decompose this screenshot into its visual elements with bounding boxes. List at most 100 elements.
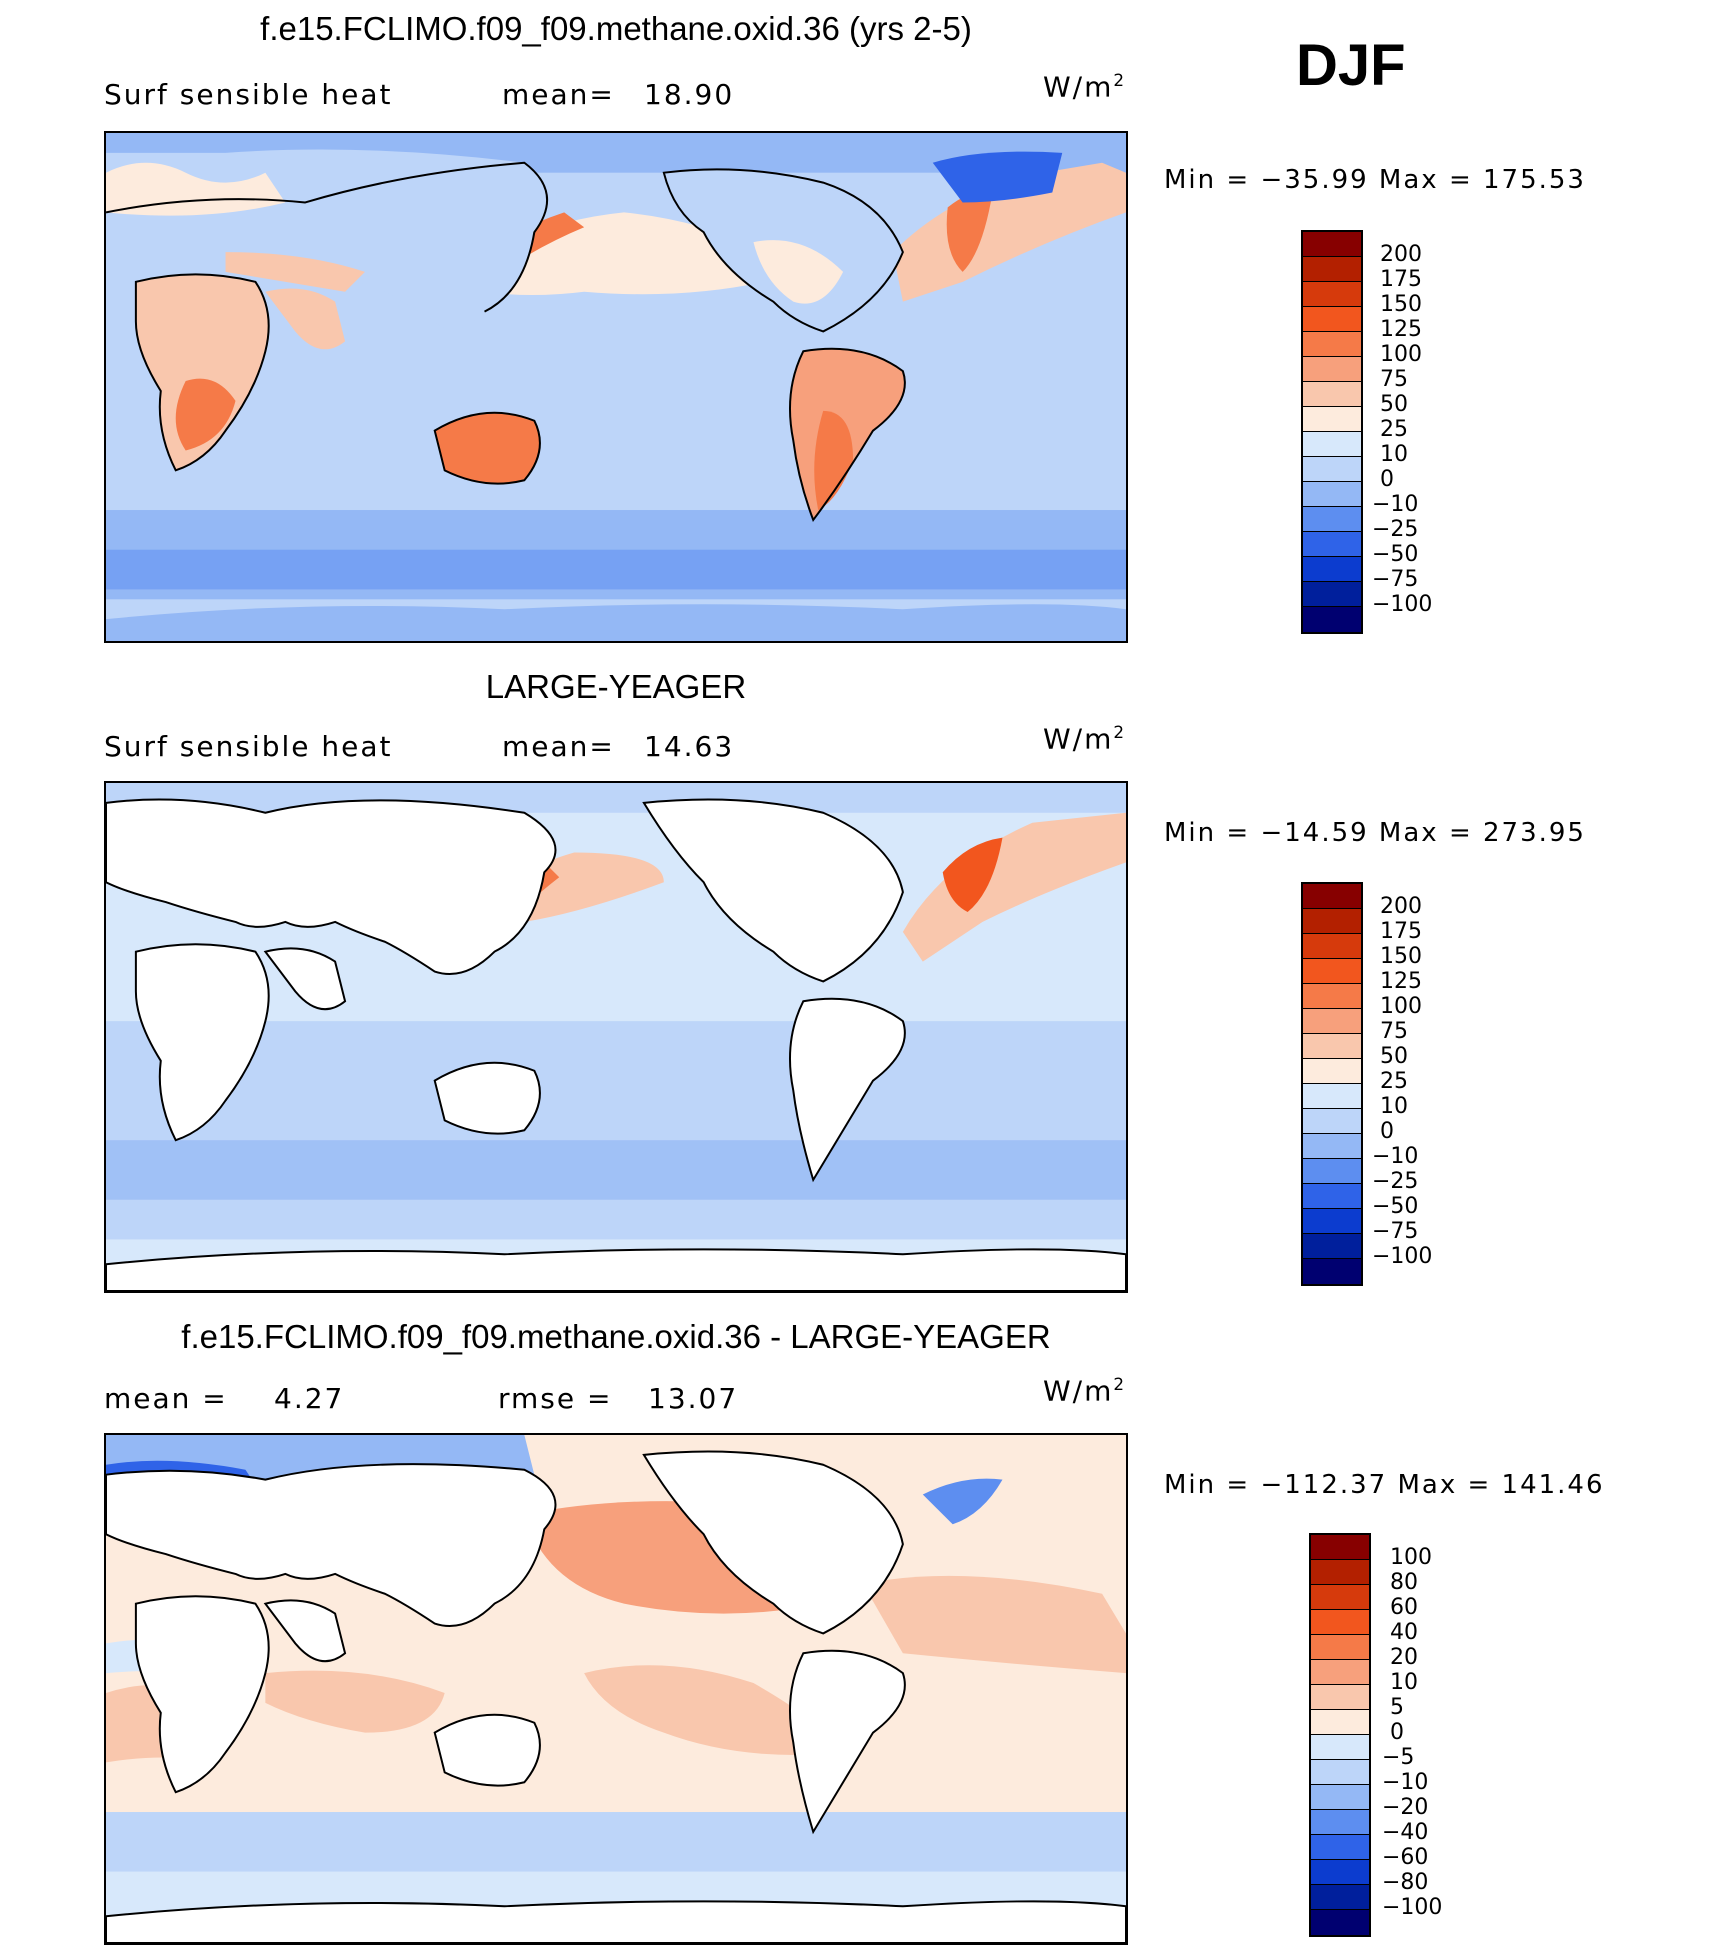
colorbar-label: 175 (1380, 267, 1422, 292)
colorbar-label: 0 (1380, 467, 1394, 492)
panel-1-mean-value: 18.90 (644, 78, 735, 111)
colorbar-swatch (1303, 984, 1361, 1009)
colorbar-label: −100 (1372, 1244, 1433, 1269)
colorbar-label: 100 (1380, 342, 1422, 367)
panel-2-variable: Surf sensible heat (104, 730, 393, 763)
colorbar-label: 40 (1390, 1620, 1418, 1645)
colorbar-label: 10 (1390, 1670, 1418, 1695)
colorbar-label: 100 (1380, 994, 1422, 1019)
colorbar-swatch (1311, 1760, 1369, 1785)
colorbar-label: 150 (1380, 944, 1422, 969)
colorbar-label: −20 (1382, 1795, 1429, 1820)
panel-1-map (104, 131, 1128, 643)
colorbar-swatch (1303, 407, 1361, 432)
colorbar-swatch (1311, 1710, 1369, 1735)
colorbar-swatch (1303, 1134, 1361, 1159)
colorbar-swatch (1303, 257, 1361, 282)
colorbar-swatch (1303, 1109, 1361, 1134)
colorbar-label: −60 (1382, 1845, 1429, 1870)
colorbar-label: 50 (1380, 1044, 1408, 1069)
panel-2-map-svg (106, 783, 1126, 1291)
colorbar-label: −50 (1372, 1194, 1419, 1219)
panel-3-rmse-label: rmse = (498, 1382, 613, 1415)
panel-1-variable: Surf sensible heat (104, 78, 393, 111)
panel-2-map (104, 781, 1128, 1293)
colorbar-label: −100 (1372, 592, 1433, 617)
colorbar-label: −10 (1372, 1144, 1419, 1169)
colorbar-swatch (1311, 1910, 1369, 1935)
colorbar-swatch (1303, 884, 1361, 909)
colorbar-swatch (1303, 1009, 1361, 1034)
colorbar-swatch (1303, 1209, 1361, 1234)
colorbar-swatch (1311, 1585, 1369, 1610)
colorbar-label: 0 (1380, 1119, 1394, 1144)
colorbar-swatch (1303, 432, 1361, 457)
colorbar-label: 5 (1390, 1695, 1404, 1720)
panel-1-min-max: Min = −35.99 Max = 175.53 (1164, 165, 1586, 195)
panel-3-min-max: Min = −112.37 Max = 141.46 (1164, 1470, 1605, 1500)
colorbar-label: −40 (1382, 1820, 1429, 1845)
colorbar-label: 60 (1390, 1595, 1418, 1620)
colorbar-swatch (1303, 1159, 1361, 1184)
colorbar-swatch (1311, 1735, 1369, 1760)
panel-3-colorbar (1309, 1533, 1371, 1937)
colorbar-swatch (1303, 232, 1361, 257)
colorbar-label: 10 (1380, 442, 1408, 467)
panel-2-mean-value: 14.63 (644, 730, 735, 763)
colorbar-label: −25 (1372, 517, 1419, 542)
colorbar-swatch (1311, 1560, 1369, 1585)
colorbar-swatch (1303, 1259, 1361, 1284)
colorbar-swatch (1303, 1184, 1361, 1209)
panel-1-mean-label: mean= (502, 78, 615, 111)
colorbar-swatch (1311, 1885, 1369, 1910)
colorbar-swatch (1311, 1785, 1369, 1810)
colorbar-swatch (1303, 532, 1361, 557)
colorbar-swatch (1303, 307, 1361, 332)
colorbar-label: −75 (1372, 567, 1419, 592)
panel-1-colorbar (1301, 230, 1363, 634)
colorbar-label: 75 (1380, 1019, 1408, 1044)
colorbar-swatch (1303, 332, 1361, 357)
colorbar-swatch (1303, 909, 1361, 934)
panel-2-title: LARGE-YEAGER (485, 668, 747, 705)
colorbar-swatch (1303, 457, 1361, 482)
panel-1-units: W/m2 (1043, 70, 1127, 104)
panel-2-colorbar (1301, 882, 1363, 1286)
colorbar-swatch (1303, 1084, 1361, 1109)
colorbar-label: 25 (1380, 1069, 1408, 1094)
colorbar-swatch (1303, 1034, 1361, 1059)
colorbar-swatch (1303, 557, 1361, 582)
colorbar-swatch (1311, 1635, 1369, 1660)
colorbar-label: 50 (1380, 392, 1408, 417)
colorbar-swatch (1311, 1610, 1369, 1635)
panel-3-mean-value: 4.27 (274, 1382, 345, 1415)
panel-3-title: f.e15.FCLIMO.f09_f09.methane.oxid.36 - L… (181, 1318, 1051, 1355)
colorbar-label: 10 (1380, 1094, 1408, 1119)
colorbar-swatch (1303, 382, 1361, 407)
colorbar-swatch (1303, 282, 1361, 307)
panel-3-map-svg (106, 1435, 1126, 1943)
panel-3-mean-label: mean = (104, 1382, 228, 1415)
colorbar-label: 200 (1380, 894, 1422, 919)
colorbar-label: 175 (1380, 919, 1422, 944)
colorbar-swatch (1303, 507, 1361, 532)
panel-3-map (104, 1433, 1128, 1945)
colorbar-swatch (1303, 934, 1361, 959)
panel-1-title: f.e15.FCLIMO.f09_f09.methane.oxid.36 (yr… (260, 10, 972, 47)
colorbar-swatch (1311, 1660, 1369, 1685)
colorbar-label: −10 (1372, 492, 1419, 517)
colorbar-label: −75 (1372, 1219, 1419, 1244)
colorbar-swatch (1311, 1685, 1369, 1710)
colorbar-swatch (1311, 1860, 1369, 1885)
panel-2-min-max: Min = −14.59 Max = 273.95 (1164, 818, 1586, 848)
colorbar-swatch (1311, 1535, 1369, 1560)
colorbar-label: 75 (1380, 367, 1408, 392)
colorbar-label: 125 (1380, 317, 1422, 342)
colorbar-label: 80 (1390, 1570, 1418, 1595)
colorbar-swatch (1303, 959, 1361, 984)
colorbar-label: 100 (1390, 1545, 1432, 1570)
colorbar-label: 0 (1390, 1720, 1404, 1745)
colorbar-swatch (1303, 1234, 1361, 1259)
colorbar-label: −100 (1382, 1895, 1443, 1920)
colorbar-label: 125 (1380, 969, 1422, 994)
